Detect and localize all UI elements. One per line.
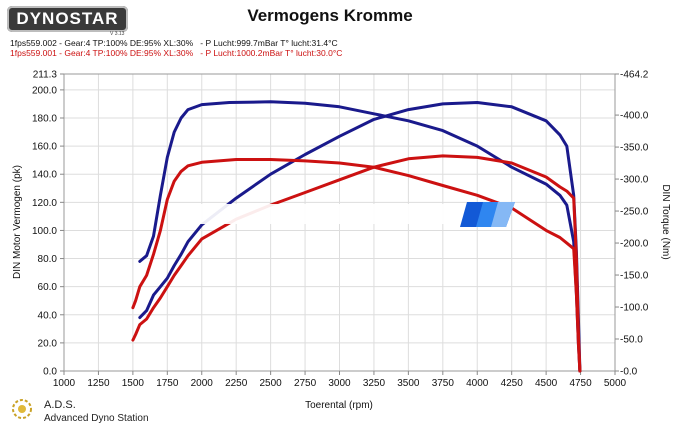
y-left-ticks: 0.0 20.0 40.0 60.0 80.0 100.0 120.0 140.0 160.0 1… [32, 70, 64, 378]
x-tick-label: 3000 [328, 378, 351, 389]
x-tick-label: 4250 [501, 378, 524, 389]
x-tick-label: 2750 [294, 378, 317, 389]
y-left-tick-label: 140.0 [32, 170, 57, 181]
x-tick-label: 4000 [466, 378, 489, 389]
x-tick-label: 1250 [87, 378, 110, 389]
x-tick-label: 4500 [535, 378, 558, 389]
y-left-tick-label: 100.0 [32, 226, 57, 237]
y-left-axis-label: DIN Motor Vermogen (pk) [12, 165, 23, 279]
series-line-4 [131, 154, 582, 373]
x-ticks: 1000 1250 1500 1750 2000 2250 2500 2750 3000 3250… [53, 371, 627, 389]
logo-version: V 3.13 [110, 31, 125, 37]
y-right-tick-label: -350.0 [620, 143, 649, 154]
y-right-tick-label: -300.0 [620, 175, 649, 186]
y-left-tick-label: 200.0 [32, 85, 57, 96]
y-right-tick-label: -200.0 [620, 239, 649, 250]
x-axis-label: Toerental (rpm) [305, 400, 373, 411]
series-line-2 [138, 101, 582, 373]
y-right-tick-label: -0.0 [620, 367, 638, 378]
chart-title: Vermogens Kromme [247, 6, 413, 25]
y-right-tick-label: -464.2 [620, 70, 649, 81]
y-left-tick-label: 80.0 [38, 254, 58, 265]
x-tick-label: 2000 [191, 378, 214, 389]
x-tick-label: 1000 [53, 378, 76, 389]
y-left-tick-label: 180.0 [32, 113, 57, 124]
y-right-tick-label: -150.0 [620, 271, 649, 282]
run-info-2: 1fps559.001 - Gear:4 TP:100% DE:95% XL:3… [10, 48, 343, 58]
y-left-tick-label: 40.0 [38, 310, 58, 321]
series-line-1 [138, 100, 582, 373]
x-tick-label: 4750 [569, 378, 592, 389]
run-info-1: 1fps559.002 - Gear:4 TP:100% DE:95% XL:3… [10, 38, 338, 48]
x-tick-label: 3750 [432, 378, 455, 389]
x-tick-label: 2250 [225, 378, 248, 389]
y-left-tick-label: 120.0 [32, 198, 57, 209]
y-left-tick-label: 0.0 [43, 367, 57, 378]
x-tick-label: 1500 [122, 378, 145, 389]
y-right-tick-label: -250.0 [620, 207, 649, 218]
ads-logo-icon [12, 399, 32, 419]
dynostar-logo: DYNOSTAR [7, 6, 128, 32]
y-right-tick-label: -100.0 [620, 303, 649, 314]
y-left-tick-label: 160.0 [32, 142, 57, 153]
y-left-tick-label: 60.0 [38, 282, 58, 293]
x-tick-label: 1750 [156, 378, 179, 389]
y-right-tick-label: -400.0 [620, 111, 649, 122]
x-tick-label: 3500 [397, 378, 420, 389]
x-tick-label: 2500 [260, 378, 283, 389]
y-right-ticks: -0.0 -50.0 -100.0 -150.0 -200.0 -250.0 -300.0 -… [615, 70, 649, 378]
ads-subtitle: Advanced Dyno Station [44, 413, 149, 424]
x-tick-label: 5000 [604, 378, 627, 389]
y-left-tick-label: 211.3 [33, 70, 58, 81]
logo-text: DYNOSTAR [16, 9, 119, 28]
y-right-axis-label: DIN Torque (Nm) [660, 184, 671, 259]
ads-name: A.D.S. [44, 399, 76, 411]
x-tick-label: 3250 [363, 378, 386, 389]
series-line-3 [131, 158, 582, 373]
watermark-logo [200, 202, 515, 227]
series-group [131, 100, 582, 373]
y-right-tick-label: -50.0 [620, 335, 643, 346]
y-left-tick-label: 20.0 [38, 338, 58, 349]
